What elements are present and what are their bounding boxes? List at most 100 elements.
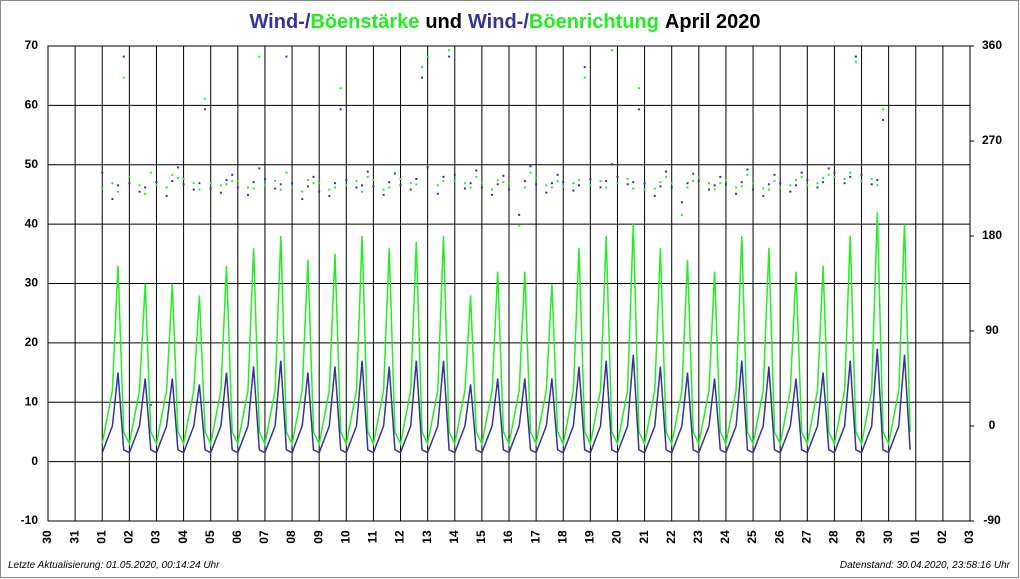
x-tick-label: 12 <box>393 530 407 544</box>
y-tick-label: 50 <box>25 157 39 171</box>
direction-dot <box>312 175 315 178</box>
direction-dot <box>399 184 402 187</box>
direction-dot <box>252 181 255 184</box>
direction-dot <box>491 193 494 196</box>
direction-dot <box>436 184 439 187</box>
x-tick-label: 25 <box>745 530 759 544</box>
direction-dot <box>665 170 668 173</box>
direction-dot <box>246 186 249 189</box>
direction-dot <box>556 173 559 176</box>
direction-dot <box>816 182 819 185</box>
direction-dot <box>128 175 131 178</box>
direction-dot <box>111 198 114 201</box>
y-tick-label: 30 <box>25 276 39 290</box>
direction-dot <box>545 184 548 187</box>
direction-dot <box>773 173 776 176</box>
direction-dot <box>572 182 575 185</box>
y-tick-label: 70 <box>25 38 39 52</box>
direction-dot <box>616 182 619 185</box>
direction-dot <box>535 176 538 179</box>
direction-dot <box>800 171 803 174</box>
direction-dot <box>822 181 825 184</box>
title-part: Wind-/ <box>468 11 529 33</box>
direction-dot <box>388 181 391 184</box>
direction-dot <box>333 182 336 185</box>
x-tick-label: 07 <box>257 530 271 544</box>
direction-dot <box>301 190 304 193</box>
direction-dot <box>426 166 429 169</box>
direction-dot <box>578 179 581 182</box>
direction-dot <box>463 187 466 190</box>
x-tick-label: 08 <box>284 530 298 544</box>
direction-dot <box>767 183 770 186</box>
direction-dot <box>426 55 429 58</box>
direction-dot <box>469 186 472 189</box>
x-tick-label: 18 <box>555 530 569 544</box>
direction-dot <box>231 180 234 183</box>
direction-dot <box>291 186 294 189</box>
direction-dot <box>409 188 412 191</box>
direction-dot <box>529 165 532 168</box>
direction-dot <box>171 173 174 176</box>
direction-dot <box>361 184 364 187</box>
direction-dot <box>735 186 738 189</box>
direction-dot <box>144 192 147 195</box>
x-tick-label: 02 <box>122 530 136 544</box>
direction-dot <box>475 169 478 172</box>
direction-dot <box>111 182 114 185</box>
direction-dot <box>713 184 716 187</box>
direction-dot <box>529 171 532 174</box>
direction-dot <box>680 213 683 216</box>
direction-dot <box>219 191 222 194</box>
direction-dot <box>870 183 873 186</box>
direction-dot <box>882 118 885 121</box>
direction-dot <box>149 403 152 406</box>
direction-dot <box>496 179 499 182</box>
direction-dot <box>643 182 646 185</box>
direction-dot <box>605 180 608 183</box>
y2-tick-label: 180 <box>982 228 1002 242</box>
title-part: April 2020 <box>665 11 761 33</box>
direction-dot <box>583 76 586 79</box>
direction-dot <box>779 182 782 185</box>
direction-dot <box>165 194 168 197</box>
direction-dot <box>707 188 710 191</box>
direction-dot <box>122 55 125 58</box>
x-tick-label: 19 <box>583 530 597 544</box>
direction-dot <box>697 180 700 183</box>
x-tick-label: 27 <box>799 530 813 544</box>
direction-dot <box>128 182 131 185</box>
x-tick-label: 11 <box>366 530 380 543</box>
direction-dot <box>258 167 261 170</box>
direction-dot <box>724 183 727 186</box>
direction-dot <box>453 180 456 183</box>
direction-dot <box>767 188 770 191</box>
direction-dot <box>382 193 385 196</box>
x-tick-label: 24 <box>718 530 732 544</box>
x-tick-label: 01 <box>908 530 922 544</box>
direction-dot <box>583 66 586 69</box>
direction-dot <box>285 55 288 58</box>
direction-dot <box>876 179 879 182</box>
direction-dot <box>870 178 873 180</box>
direction-dot <box>659 185 662 188</box>
direction-dot <box>388 186 391 189</box>
direction-dot <box>589 184 592 187</box>
y2-tick-label: 270 <box>982 133 1002 147</box>
direction-dot <box>355 180 358 183</box>
direction-dot <box>318 182 321 185</box>
x-tick-label: 31 <box>67 530 81 544</box>
direction-dot <box>117 184 120 187</box>
direction-dot <box>372 185 375 188</box>
direction-dot <box>301 198 304 201</box>
y-tick-label: 60 <box>25 98 39 112</box>
direction-dot <box>372 179 375 182</box>
direction-dot <box>794 184 797 187</box>
direction-dot <box>393 172 396 175</box>
direction-dot <box>258 55 261 58</box>
direction-dot <box>291 182 294 185</box>
direction-dot <box>610 49 613 52</box>
direction-dot <box>610 163 613 166</box>
